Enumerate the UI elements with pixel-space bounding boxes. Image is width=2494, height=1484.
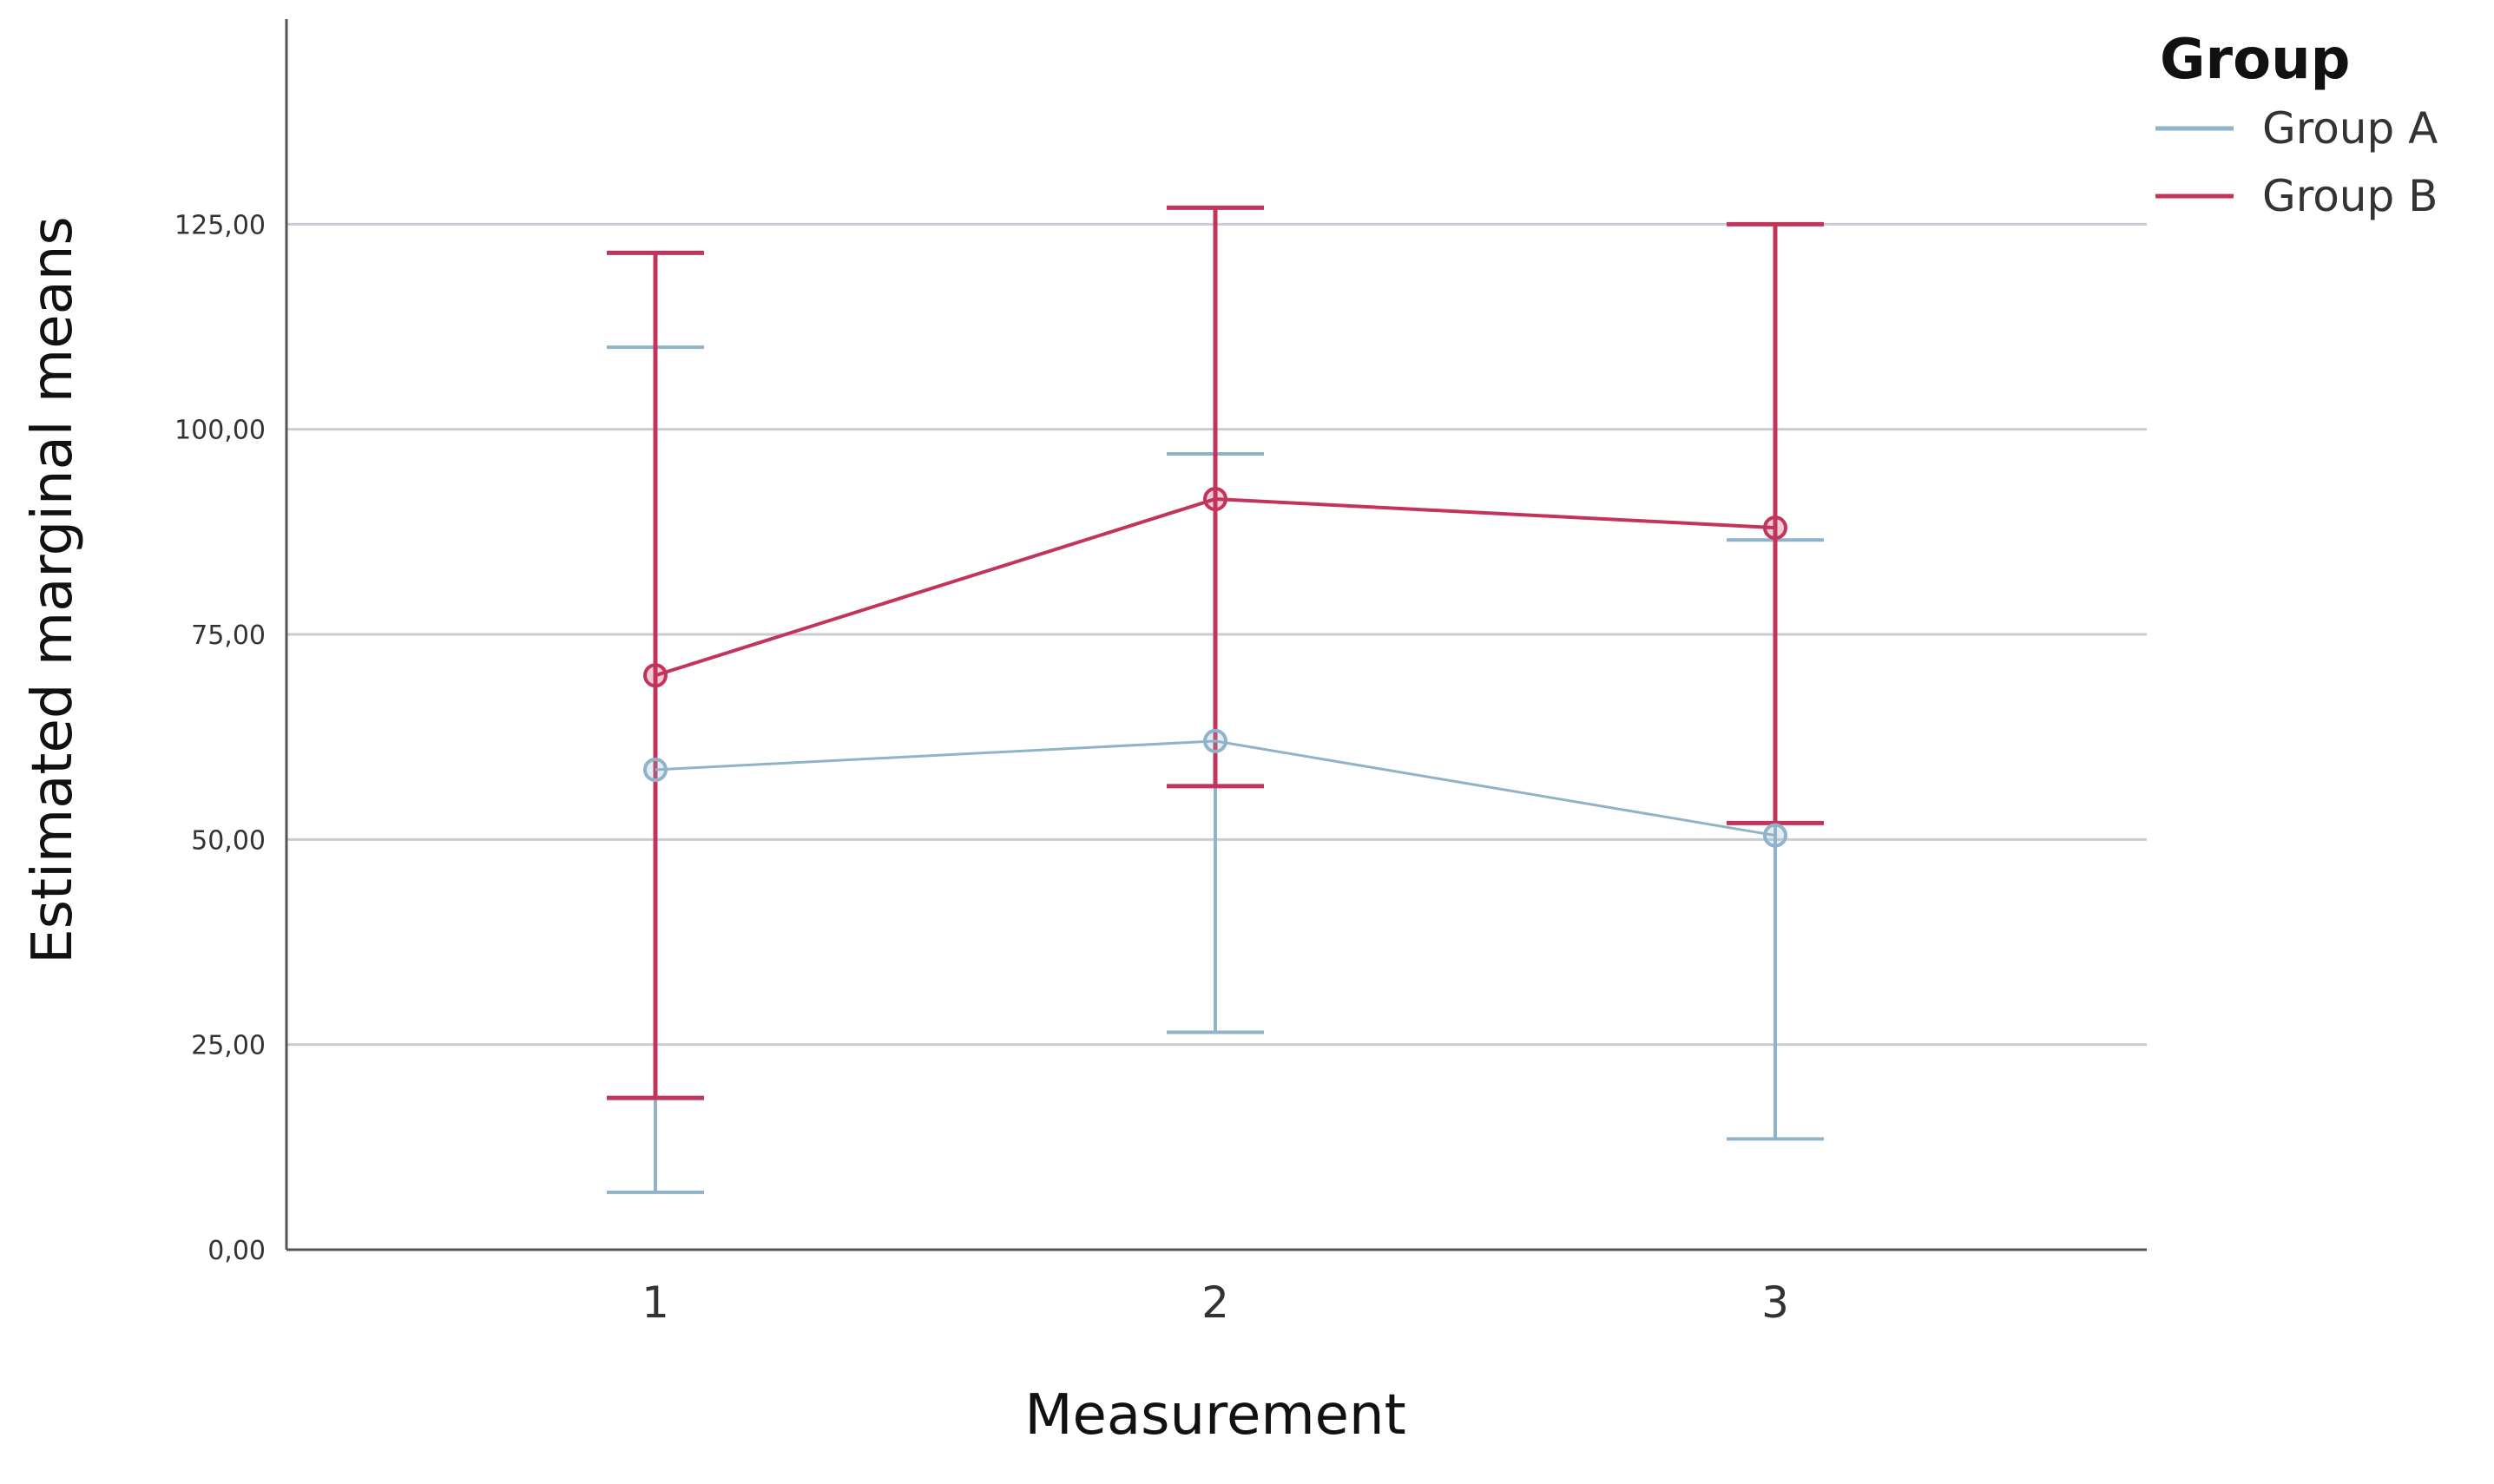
legend-label: Group B: [2262, 171, 2438, 221]
x-tick-label: 2: [1201, 1277, 1229, 1328]
y-tick-label: 50,00: [191, 825, 266, 856]
series-lines: [655, 497, 1776, 837]
y-tick-labels: 0,00 25,00 50,00 75,00 100,00 125,00: [174, 210, 266, 1266]
axes: [285, 19, 2147, 1251]
series-line: [655, 739, 1776, 837]
data-points: [643, 487, 1787, 848]
data-point: [1763, 515, 1787, 541]
data-point: [1763, 823, 1787, 848]
series-line: [655, 497, 1776, 678]
data-point: [643, 757, 668, 782]
x-tick-label: 3: [1761, 1277, 1789, 1328]
y-tick-label: 125,00: [174, 210, 266, 240]
legend: Group Group A Group B: [2155, 28, 2438, 221]
x-axis-title: Measurement: [1024, 1383, 1405, 1448]
legend-items: Group A Group B: [2155, 103, 2438, 221]
y-axis-title: Estimated marginal means: [21, 216, 85, 964]
x-tick-label: 1: [642, 1277, 669, 1328]
y-tick-label: 75,00: [191, 621, 266, 651]
y-tick-label: 100,00: [174, 416, 266, 446]
legend-label: Group A: [2262, 103, 2438, 154]
x-tick-labels: 1 2 3: [642, 1277, 1789, 1328]
data-point: [1203, 728, 1227, 753]
data-point: [643, 663, 668, 688]
legend-title: Group: [2160, 28, 2350, 92]
y-tick-label: 25,00: [191, 1031, 266, 1061]
data-point: [1203, 487, 1227, 512]
y-tick-label: 0,00: [207, 1236, 266, 1266]
